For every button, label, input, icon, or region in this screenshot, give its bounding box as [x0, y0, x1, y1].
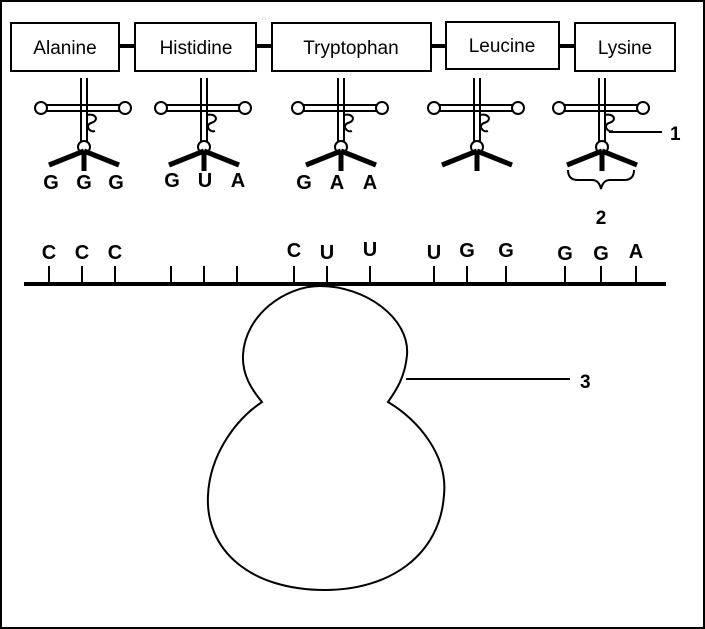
trna-tryptophan [292, 78, 388, 171]
mrna-base: C [108, 242, 122, 264]
ribosome [206, 284, 446, 592]
mrna-base: G [593, 243, 609, 265]
anticodon-alanine: G G G [43, 172, 124, 194]
amino-acid-lysine: Lysine [574, 22, 676, 72]
anticodon-histidine: G U A [164, 170, 245, 192]
mrna-base: U [427, 242, 441, 264]
anticodon-base: G [76, 172, 92, 194]
anticodon-base: G [296, 172, 312, 194]
label-2: 2 [596, 208, 607, 229]
mrna-base: U [320, 242, 334, 264]
anticodon-base: G [164, 170, 180, 192]
mrna-base: C [75, 242, 89, 264]
anticodon-base: A [330, 172, 344, 194]
amino-acid-label: Alanine [33, 38, 96, 59]
trna-lysine [553, 78, 649, 171]
amino-acid-alanine: Alanine [10, 22, 120, 72]
trna-histidine [155, 78, 251, 171]
anticodon-base: A [231, 170, 245, 192]
anticodon-brace [567, 169, 635, 190]
mrna-base: G [498, 240, 514, 262]
mrna-ticks [48, 266, 637, 284]
amino-acid-label: Lysine [598, 38, 652, 59]
label-1: 1 [670, 124, 681, 145]
anticodon-tryptophan: G A A [296, 172, 377, 194]
amino-acid-tryptophan: Tryptophan [271, 22, 432, 72]
mrna-base: C [287, 240, 301, 262]
amino-acid-label: Tryptophan [303, 38, 398, 59]
mrna-base: U [363, 239, 377, 261]
trna-leucine [428, 78, 524, 171]
amino-acid-histidine: Histidine [134, 22, 257, 72]
amino-acid-leucine: Leucine [445, 21, 560, 70]
mrna-base: G [557, 243, 573, 265]
trna-alanine [35, 78, 131, 171]
amino-acid-label: Histidine [160, 38, 233, 59]
label-3: 3 [580, 372, 591, 393]
anticodon-base: U [198, 170, 212, 192]
anticodon-base: A [363, 172, 377, 194]
anticodon-base: G [43, 172, 59, 194]
anticodon-base: G [108, 172, 124, 194]
amino-acid-label: Leucine [469, 36, 536, 57]
mrna-base: G [459, 240, 475, 262]
mrna-base: C [42, 242, 56, 264]
mrna-bases: C C C C U U U G G G G A [42, 239, 643, 265]
mrna-base: A [629, 241, 643, 263]
